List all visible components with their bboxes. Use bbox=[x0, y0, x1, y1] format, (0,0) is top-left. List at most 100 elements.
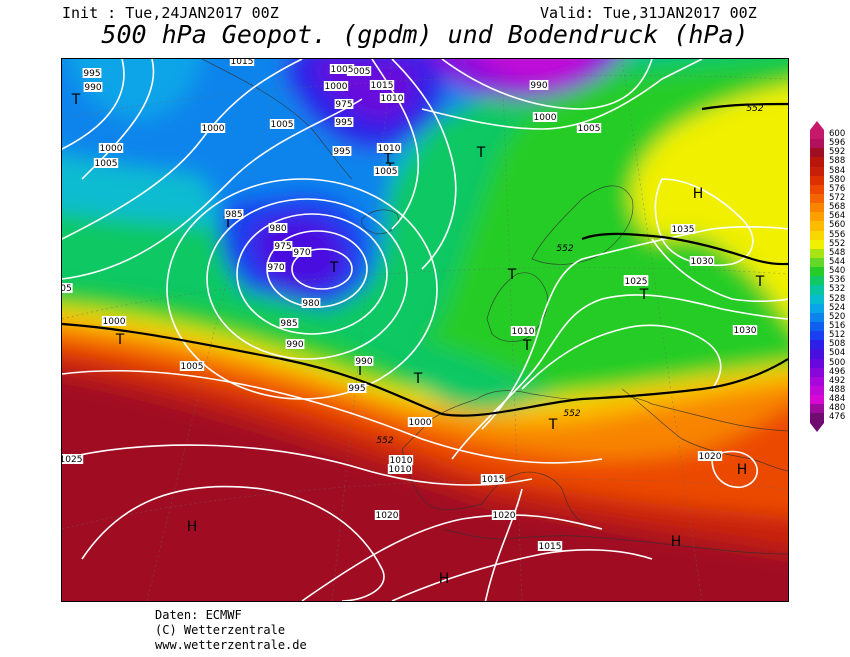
legend-row: 516 bbox=[810, 321, 845, 332]
legend-row: 512 bbox=[810, 330, 845, 341]
map-title: 500 hPa Geopot. (gpdm) und Bodendruck (h… bbox=[101, 20, 749, 49]
isobar-label: 1025 bbox=[62, 455, 82, 465]
legend-swatch bbox=[810, 257, 824, 268]
legend-label: 476 bbox=[829, 412, 846, 423]
legend-label: 600 bbox=[829, 129, 846, 139]
isobar-label-bg bbox=[576, 123, 602, 133]
isobar-label: 1035 bbox=[672, 225, 695, 235]
isobar-label-bg bbox=[670, 224, 696, 234]
legend-swatch bbox=[810, 148, 824, 158]
legend-swatch bbox=[810, 203, 824, 213]
legend-bottom-arrow bbox=[810, 422, 824, 432]
legend-label: 524 bbox=[829, 302, 846, 313]
isobar-label: 990 bbox=[355, 357, 372, 367]
isobar-label: 1020 bbox=[699, 452, 722, 462]
low-pressure-center: T bbox=[755, 274, 765, 290]
legend-label: 500 bbox=[829, 357, 846, 368]
isobar-label: 1000 bbox=[100, 144, 123, 154]
low-pressure-center: T bbox=[413, 371, 423, 387]
geopotential-field bbox=[62, 59, 788, 601]
legend-swatch bbox=[810, 166, 824, 176]
isobar-label: 1030 bbox=[734, 326, 757, 336]
low-pressure-center: T bbox=[548, 417, 558, 433]
geopotential-552-label: 552 bbox=[376, 436, 393, 446]
legend-row: 480 bbox=[810, 403, 845, 414]
legend-row: 584 bbox=[810, 166, 845, 176]
legend-swatch bbox=[810, 376, 824, 386]
isobar-label: 990 bbox=[286, 340, 303, 350]
legend-swatch bbox=[810, 312, 824, 322]
isobar-label-bg bbox=[268, 223, 288, 233]
legend-swatch bbox=[810, 221, 824, 231]
isobar-label-bg bbox=[273, 241, 293, 251]
legend-label: 596 bbox=[829, 138, 846, 149]
legend-row: 536 bbox=[810, 275, 845, 286]
legend-swatch bbox=[810, 239, 824, 249]
data-source: Daten: ECMWF bbox=[155, 608, 242, 622]
legend-swatch bbox=[810, 139, 824, 149]
legend-row: 484 bbox=[810, 394, 845, 405]
valid-time: Valid: Tue,31JAN2017 00Z bbox=[540, 4, 757, 22]
isobar-label: 1015 bbox=[482, 475, 505, 485]
isobar-label-bg bbox=[62, 283, 73, 293]
high-pressure-center: H bbox=[693, 186, 704, 202]
isobar-label-bg bbox=[689, 256, 715, 266]
legend-label: 552 bbox=[829, 238, 846, 249]
color-scale-legend: 600 596 592 588 584 580 576 572 568 564 560 556 552 5… bbox=[810, 121, 845, 432]
low-pressure-center: T bbox=[507, 267, 517, 283]
geopotential-552-contour bbox=[62, 102, 788, 417]
legend-swatch bbox=[810, 303, 824, 313]
isobar-label-bg bbox=[229, 59, 255, 66]
legend-row: 560 bbox=[810, 220, 845, 231]
legend-swatch bbox=[810, 267, 824, 277]
isobar-label: 995 bbox=[335, 118, 352, 128]
legend-swatch bbox=[810, 340, 824, 350]
isobar-label-bg bbox=[101, 316, 127, 326]
isobar-label-bg bbox=[491, 510, 517, 520]
isobar-label-bg bbox=[537, 541, 563, 551]
legend-label: 532 bbox=[829, 284, 846, 295]
legend-swatch bbox=[810, 130, 824, 140]
isobar-label-bg bbox=[480, 474, 506, 484]
isobar-label: 1010 bbox=[390, 456, 413, 466]
legend-swatch bbox=[810, 212, 824, 222]
legend-label: 520 bbox=[829, 311, 846, 322]
legend-label: 568 bbox=[829, 202, 846, 213]
isobar-label: 1005 bbox=[331, 65, 354, 75]
isobar-label: 1010 bbox=[381, 94, 404, 104]
isobar-label-bg bbox=[732, 325, 758, 335]
isobar-label-bg bbox=[369, 80, 395, 90]
isobar-label: 990 bbox=[530, 81, 547, 91]
isobar-label: 1000 bbox=[325, 82, 348, 92]
isobar-label: 1010 bbox=[378, 144, 401, 154]
isobar-label: 1000 bbox=[409, 418, 432, 428]
legend-label: 564 bbox=[829, 211, 846, 222]
legend-label: 572 bbox=[829, 192, 846, 203]
isobar-label-bg bbox=[269, 119, 295, 129]
legend-label: 484 bbox=[829, 394, 846, 405]
low-pressure-center: T bbox=[71, 92, 81, 108]
isobar-label: 1005 bbox=[95, 159, 118, 169]
legend-label: 528 bbox=[829, 293, 846, 304]
low-pressure-center: T bbox=[115, 332, 125, 348]
isobar-label-bg bbox=[388, 455, 414, 465]
legend-swatch bbox=[810, 230, 824, 240]
isobar-label-bg bbox=[376, 143, 402, 153]
legend-swatch bbox=[810, 395, 824, 405]
legend-row: 548 bbox=[810, 248, 845, 258]
isobar-label-bg bbox=[532, 112, 558, 122]
legend-label: 540 bbox=[829, 266, 846, 277]
isobar-label: 995 bbox=[333, 147, 350, 157]
legend-label: 504 bbox=[829, 348, 846, 359]
legend-label: 584 bbox=[829, 165, 846, 176]
legend-label: 496 bbox=[829, 366, 846, 377]
legend-label: 576 bbox=[829, 183, 846, 194]
legend-swatch bbox=[810, 285, 824, 295]
isobar-label-bg bbox=[346, 66, 372, 76]
legend-label: 556 bbox=[829, 229, 846, 240]
low-pressure-center: T bbox=[329, 260, 339, 276]
legend-row: 492 bbox=[810, 376, 845, 386]
isobar-label-bg bbox=[224, 209, 244, 219]
isobar-label: 985 bbox=[225, 210, 242, 220]
